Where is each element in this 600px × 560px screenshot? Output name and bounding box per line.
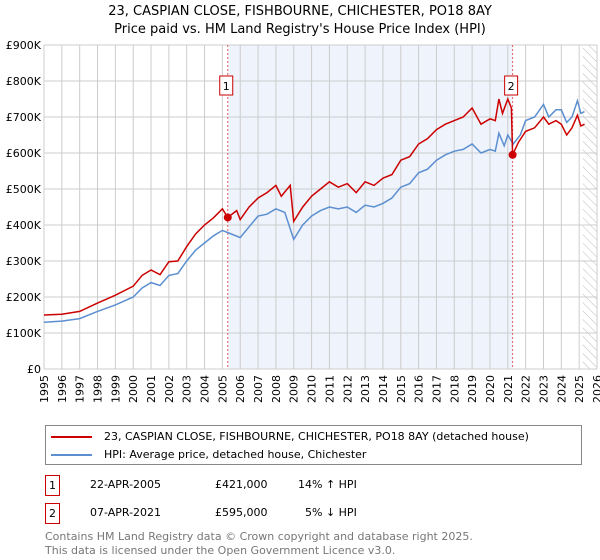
sale-point [508, 150, 517, 159]
x-tick-label: 2011 [323, 375, 336, 403]
y-tick-label: £500K [6, 183, 42, 196]
sale-marker-box [219, 75, 234, 96]
x-tick-label: 2026 [591, 375, 600, 403]
x-tick-label: 1995 [38, 375, 51, 403]
y-tick-label: £600K [6, 147, 42, 160]
footer-copyright: Contains HM Land Registry data © Crown c… [45, 530, 473, 543]
x-tick-label: 2016 [413, 375, 426, 403]
legend-label: 23, CASPIAN CLOSE, FISHBOURNE, CHICHESTE… [104, 430, 529, 443]
x-tick-label: 2009 [288, 375, 301, 403]
shaded-ownership-period [227, 45, 513, 369]
x-tick-label: 2024 [555, 375, 568, 403]
x-tick-label: 1998 [92, 375, 105, 403]
legend-swatch-red [51, 435, 92, 438]
x-tick-label: 2017 [430, 375, 443, 403]
y-tick-label: £800K [6, 75, 42, 88]
x-tick-label: 2020 [484, 375, 497, 403]
y-tick-label: £400K [6, 219, 42, 232]
x-tick-label: 2021 [502, 375, 515, 403]
sale-marker-label: 2 [508, 80, 515, 93]
x-tick-label: 2001 [145, 375, 158, 403]
y-tick-label: £100K [6, 327, 42, 340]
legend-item-property: 23, CASPIAN CLOSE, FISHBOURNE, CHICHESTE… [46, 428, 529, 445]
transaction-date: 22-APR-2005 [90, 478, 162, 491]
x-tick-label: 2006 [234, 375, 247, 403]
x-tick-label: 2010 [306, 375, 319, 403]
x-tick-label: 2003 [181, 375, 194, 403]
x-tick-label: 2018 [448, 375, 461, 403]
series-line [43, 96, 585, 316]
x-tick-label: 2015 [395, 375, 408, 403]
x-tick-label: 2004 [199, 375, 212, 403]
transaction-date: 07-APR-2021 [90, 506, 162, 519]
x-tick-label: 2023 [537, 375, 550, 403]
x-tick-label: 2008 [270, 375, 283, 403]
marker-badge: 2 [45, 503, 60, 524]
y-tick-label: £200K [6, 291, 42, 304]
y-tick-label: £0 [27, 363, 41, 376]
transaction-row: 2 07-APR-2021 £595,000 5% ↓ HPI [45, 503, 545, 525]
legend-label: HPI: Average price, detached house, Chic… [104, 448, 367, 461]
chart-title: 23, CASPIAN CLOSE, FISHBOURNE, CHICHESTE… [108, 4, 492, 19]
x-tick-label: 2014 [377, 375, 390, 403]
x-tick-label: 2007 [252, 375, 265, 403]
legend-swatch-blue [51, 453, 92, 456]
sale-marker-label: 1 [223, 80, 230, 93]
chart-subtitle: Price paid vs. HM Land Registry's House … [114, 22, 486, 37]
x-tick-label: 1997 [74, 375, 87, 403]
transaction-price: £421,000 [215, 478, 268, 491]
x-tick-label: 1996 [56, 375, 69, 403]
marker-badge: 1 [45, 475, 60, 496]
footer-licence: This data is licensed under the Open Gov… [45, 544, 396, 557]
price-chart: 1995 1996 1997 1998 1999 2000 2001 2002 2003 2004… [6, 39, 600, 403]
legend-item-hpi: HPI: Average price, detached house, Chic… [46, 446, 366, 463]
y-tick-label: £300K [6, 255, 42, 268]
sale-marker-box [504, 75, 519, 96]
legend: 23, CASPIAN CLOSE, FISHBOURNE, CHICHESTE… [45, 425, 582, 465]
hatched-future-region [582, 45, 597, 369]
x-tick-label: 1999 [109, 375, 122, 403]
transaction-row: 1 22-APR-2005 £421,000 14% ↑ HPI [45, 475, 545, 497]
x-tick-label: 2022 [520, 375, 533, 403]
x-tick-label: 2025 [573, 375, 586, 403]
x-tick-label: 2019 [466, 375, 479, 403]
transaction-hpi: 5% ↓ HPI [305, 506, 357, 519]
x-tick-label: 2012 [341, 375, 354, 403]
x-tick-label: 2002 [163, 375, 176, 403]
series-line [43, 98, 585, 323]
y-tick-label: £700K [6, 111, 42, 124]
y-tick-label: £900K [6, 39, 42, 52]
x-tick-label: 2000 [127, 375, 140, 403]
transaction-hpi: 14% ↑ HPI [298, 478, 357, 491]
x-tick-label: 2013 [359, 375, 372, 403]
sale-point [223, 213, 232, 222]
x-tick-label: 2005 [216, 375, 229, 403]
transaction-price: £595,000 [215, 506, 268, 519]
